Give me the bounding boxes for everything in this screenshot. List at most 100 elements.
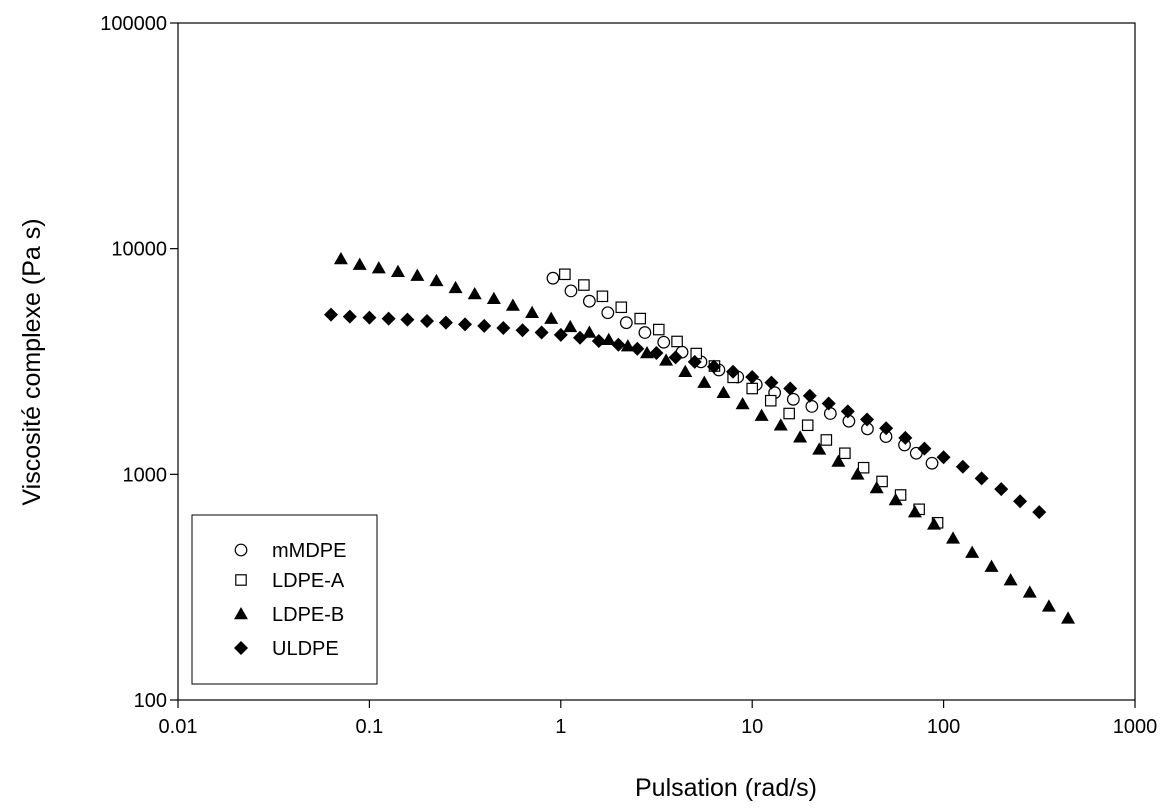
legend-marker-ldpe-b [234,607,248,620]
data-point-ldpe-a [578,279,590,291]
data-point-uldpe [1013,494,1028,509]
data-point-ldpe-b [429,273,444,287]
data-point-ldpe-b [1041,599,1056,612]
data-point-ldpe-b [352,257,367,270]
y-axis-ticks: 100 1000 10000 100000 [100,13,178,712]
data-point-ldpe-b [773,418,788,431]
data-point-uldpe [802,388,817,403]
data-point-ldpe-a [634,312,647,325]
data-point-ldpe-b [888,492,903,506]
data-point-ldpe-b [410,268,425,281]
data-point-uldpe [649,345,664,360]
x-axis-title: Pulsation (rad/s) [635,774,817,802]
data-point-ldpe-b [907,505,922,518]
plot-area [177,22,1136,701]
data-point-mmdpe [925,456,939,470]
legend-label-ldpe-a: LDPE-A [272,570,345,592]
data-point-mmdpe [564,284,578,298]
data-point-mmdpe [619,316,633,330]
data-point-mmdpe [582,294,596,308]
data-point-uldpe [936,450,951,465]
data-point-ldpe-b [544,311,559,324]
data-point-uldpe [611,337,626,352]
data-point-ldpe-b [927,517,942,530]
data-point-uldpe [821,396,836,411]
data-point-mmdpe [601,306,615,320]
data-point-ldpe-b [793,430,808,443]
x-tick-label: 0.1 [355,716,383,738]
data-point-ldpe-b [486,291,501,304]
data-point-uldpe [420,314,435,329]
series-ldpe-b [333,251,1076,624]
data-point-ldpe-b [965,545,980,558]
data-point-ldpe-a [764,394,777,407]
data-point-ldpe-b [505,298,520,311]
data-point-uldpe [477,318,492,333]
series-ldpe-a [559,268,944,529]
y-tick-label: 10000 [111,239,167,261]
data-point-uldpe [898,430,913,445]
data-point-uldpe [342,309,357,324]
data-point-ldpe-b [659,353,674,366]
data-point-uldpe [553,327,568,342]
data-point-uldpe [591,333,606,348]
data-point-uldpe [745,369,760,384]
data-point-uldpe [515,323,530,338]
data-point-ldpe-b [563,319,578,333]
data-point-uldpe [381,311,396,326]
x-tick-label: 0.01 [159,716,198,738]
plot-frame [177,22,1136,701]
data-point-ldpe-b [735,396,750,410]
data-point-ldpe-b [390,264,405,278]
data-point-mmdpe [638,326,652,339]
y-tick-label: 1000 [123,464,168,486]
data-point-uldpe [860,412,875,427]
data-point-uldpe [783,381,798,396]
data-point-ldpe-a [839,447,851,460]
data-point-uldpe [955,459,970,474]
y-tick-label: 100000 [100,13,167,35]
data-point-uldpe [496,321,511,336]
legend-marker-mmdpe [234,543,248,557]
data-point-uldpe [534,325,549,340]
x-tick-label: 100 [927,716,960,738]
data-point-ldpe-b [697,375,712,388]
legend-label-ldpe-b: LDPE-B [272,604,344,626]
legend-marker-uldpe [234,641,248,655]
x-tick-label: 1 [555,716,566,738]
data-point-ldpe-b [582,325,597,338]
data-point-mmdpe [823,407,837,420]
data-point-ldpe-a [857,461,870,474]
x-tick-label: 1000 [1113,716,1158,738]
data-point-ldpe-b [869,480,884,494]
x-tick-label: 10 [741,716,763,738]
data-point-ldpe-b [639,345,654,359]
legend-label-mmdpe: mMDPE [272,540,346,562]
legend-label-uldpe: ULDPE [272,638,339,660]
data-point-mmdpe [786,392,800,406]
data-point-ldpe-b [850,467,865,480]
data-point-mmdpe [657,335,671,349]
data-point-ldpe-b [467,286,482,300]
data-point-ldpe-a [596,290,609,303]
data-point-uldpe [323,307,338,322]
data-point-uldpe [687,354,702,369]
data-point-uldpe [764,375,779,390]
data-point-uldpe [706,359,721,374]
data-point-uldpe [668,350,683,365]
data-point-ldpe-b [601,332,616,345]
data-point-uldpe [879,421,894,436]
data-point-uldpe [726,364,741,379]
data-point-ldpe-b [1022,585,1037,598]
x-axis-ticks: 0.01 0.1 1 10 100 1000 [159,700,1158,738]
data-point-uldpe [573,330,588,345]
data-point-ldpe-b [333,251,348,265]
data-point-ldpe-b [1003,573,1018,586]
data-point-ldpe-a [652,323,665,336]
data-point-mmdpe [805,400,819,413]
data-point-ldpe-b [754,408,769,421]
data-point-uldpe [1032,505,1047,520]
data-point-uldpe [630,341,645,356]
data-point-ldpe-a [615,301,628,314]
